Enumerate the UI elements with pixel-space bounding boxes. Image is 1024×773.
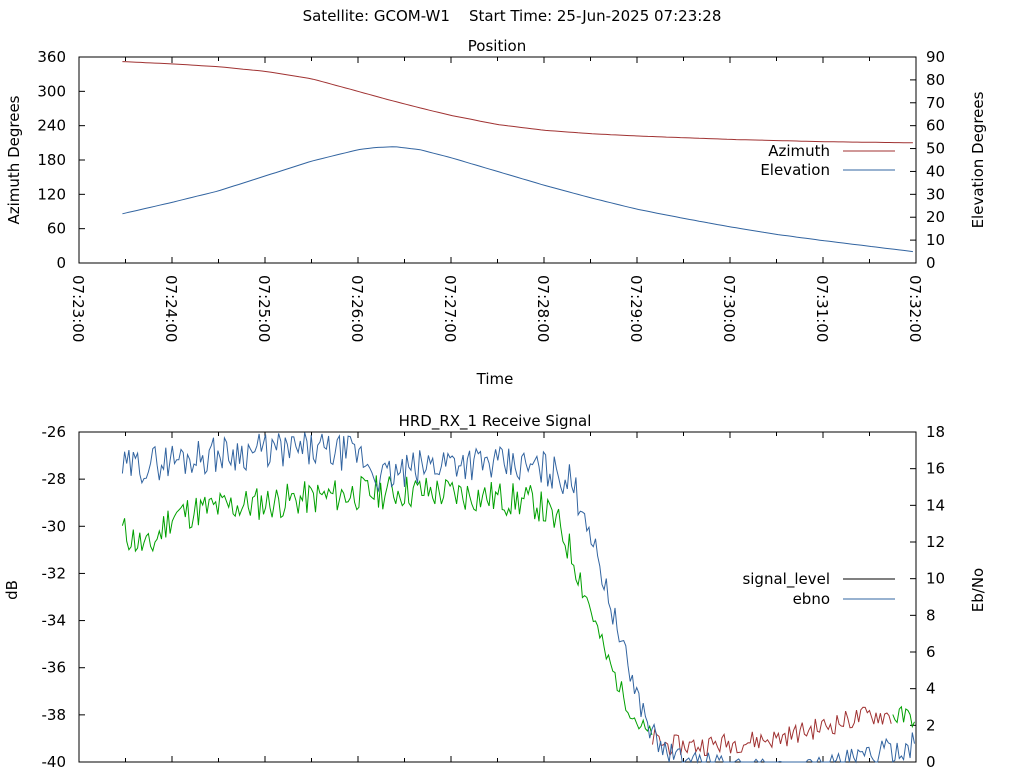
position-xtick-label: 07:30:00 xyxy=(720,275,738,342)
receive-y2label: Eb/No xyxy=(969,568,987,612)
position-chart: Position 0 60 120 180 240 300 360 0 10 20 30 40 50 60… xyxy=(5,37,987,388)
position-xtick-label: 07:26:00 xyxy=(348,275,366,342)
page-title: Satellite: GCOM-W1 Start Time: 25-Jun-20… xyxy=(302,7,722,25)
receive-ylabel: dB xyxy=(3,580,21,600)
position-ytick-label: 240 xyxy=(37,117,66,135)
position-y2tick-label: 40 xyxy=(926,162,945,180)
receive-y2tick-label: 2 xyxy=(926,716,936,734)
receive-y2tick-label: 10 xyxy=(926,570,945,588)
legend-elevation-label: Elevation xyxy=(760,161,830,179)
receive-signal-title: HRD_RX_1 Receive Signal xyxy=(399,412,592,431)
legend-signal-level-label: signal_level xyxy=(742,570,830,589)
receive-y2tick-label: 14 xyxy=(926,496,945,514)
legend-ebno-label: ebno xyxy=(793,590,830,608)
position-ytick-label: 60 xyxy=(47,220,66,238)
receive-ytick-label: -40 xyxy=(42,753,67,768)
receive-ytick-label: -26 xyxy=(42,423,67,441)
position-y2tick-label: 60 xyxy=(926,117,945,135)
ebno-line xyxy=(121,432,915,764)
receive-ytick-label: -34 xyxy=(42,612,67,630)
receive-y2tick-label: 4 xyxy=(926,680,936,698)
receive-signal-chart: HRD_RX_1 Receive Signal -40 -38 -36 -34 -32 -… xyxy=(3,412,987,771)
position-ytick-label: 300 xyxy=(37,82,66,100)
position-xtick-label: 07:25:00 xyxy=(255,275,273,342)
position-plot-frame xyxy=(78,56,917,264)
position-y2tick-label: 90 xyxy=(926,48,945,66)
position-ytick-label: 360 xyxy=(37,48,66,66)
receive-ytick-label: -28 xyxy=(42,470,67,488)
receive-legend: signal_level ebno xyxy=(742,570,895,608)
receive-y2tick-label: 6 xyxy=(926,643,936,661)
receive-ytick-label: -36 xyxy=(42,659,67,677)
position-xtick-label: 07:31:00 xyxy=(813,275,831,342)
position-xtick-label: 07:29:00 xyxy=(627,275,645,342)
position-xtick-label: 07:32:00 xyxy=(906,275,924,342)
position-legend: Azimuth Elevation xyxy=(760,142,895,179)
elevation-line xyxy=(122,146,913,253)
receive-plot-frame xyxy=(78,431,917,763)
position-y2tick-label: 80 xyxy=(926,71,945,89)
position-y2tick-label: 0 xyxy=(926,254,936,272)
azimuth-line xyxy=(122,61,913,144)
position-ytick-label: 0 xyxy=(56,254,66,272)
receive-y2tick-label: 18 xyxy=(926,423,945,441)
position-ytick-label: 180 xyxy=(37,151,66,169)
legend-azimuth-label: Azimuth xyxy=(768,142,830,160)
position-xlabel: Time xyxy=(476,370,514,388)
position-ytick-label: 120 xyxy=(37,185,66,203)
position-y2label: Elevation Degrees xyxy=(969,91,987,228)
position-y2tick-label: 50 xyxy=(926,140,945,158)
receive-y2tick-label: 12 xyxy=(926,533,945,551)
position-xtick-label: 07:24:00 xyxy=(162,275,180,342)
position-xtick-label: 07:27:00 xyxy=(441,275,459,342)
position-y2tick-label: 30 xyxy=(926,185,945,203)
signal-level-line xyxy=(121,475,653,736)
receive-y2tick-label: 16 xyxy=(926,460,945,478)
signal-level-line xyxy=(652,706,892,757)
position-y2tick-label: 10 xyxy=(926,231,945,249)
receive-ytick-label: -30 xyxy=(42,517,67,535)
receive-ytick-label: -32 xyxy=(42,564,67,582)
position-chart-title: Position xyxy=(468,37,526,55)
receive-ytick-label: -38 xyxy=(42,706,67,724)
position-xtick-label: 07:28:00 xyxy=(534,275,552,342)
position-y2tick-label: 70 xyxy=(926,94,945,112)
position-xtick-label: 07:23:00 xyxy=(69,275,87,342)
signal-level-line xyxy=(892,705,915,729)
position-y2tick-label: 20 xyxy=(926,208,945,226)
receive-y2tick-label: 8 xyxy=(926,606,936,624)
position-ylabel: Azimuth Degrees xyxy=(5,95,23,224)
receive-y2tick-label: 0 xyxy=(926,753,936,768)
